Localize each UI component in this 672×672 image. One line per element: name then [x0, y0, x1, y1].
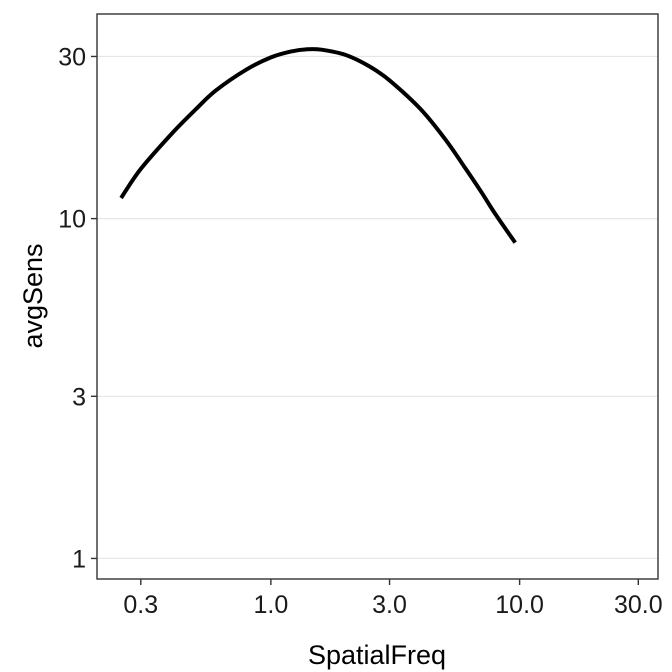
x-tick-label: 1.0: [253, 591, 288, 619]
x-tick-label: 30.0: [614, 591, 663, 619]
x-tick-label: 10.0: [495, 591, 544, 619]
y-tick-label: 3: [72, 383, 86, 411]
x-tick-label: 3.0: [372, 591, 407, 619]
y-axis: 1 3 10 30: [58, 43, 97, 573]
x-tick-label: 0.3: [123, 591, 158, 619]
x-axis-title: SpatialFreq: [308, 640, 446, 670]
series-line: [119, 47, 517, 244]
gridlines: [97, 55, 658, 560]
plot-panel: [96, 13, 659, 580]
x-axis: 0.3 1.0 3.0 10.0 30.0: [123, 579, 663, 619]
series-lines: [119, 47, 517, 244]
y-tick-label: 1: [72, 545, 86, 573]
y-tick-label: 30: [58, 43, 86, 71]
y-axis-title: avgSens: [18, 243, 48, 348]
y-tick-label: 10: [58, 206, 86, 234]
